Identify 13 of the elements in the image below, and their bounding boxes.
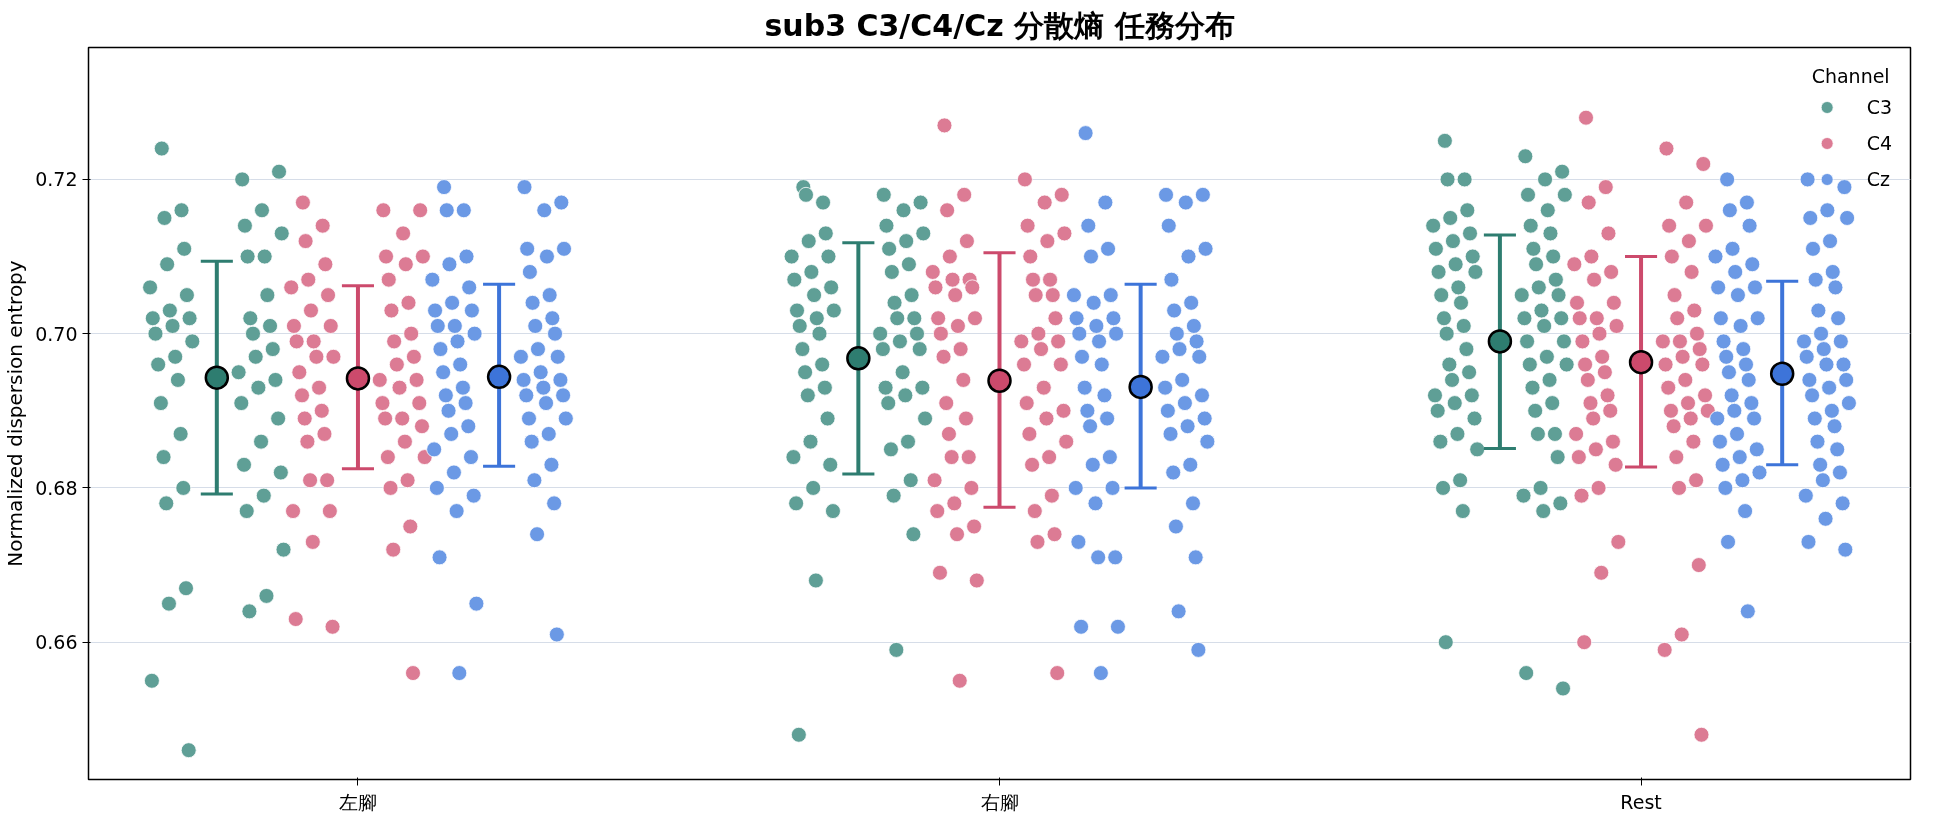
y-tick-label: 0.72 xyxy=(35,168,78,191)
legend-label: C4 xyxy=(1866,132,1892,154)
legend-label: C3 xyxy=(1866,96,1892,118)
chart-title: sub3 C3/C4/Cz 分散熵 任務分布 xyxy=(764,7,1235,43)
legend-title: Channel xyxy=(1811,65,1891,87)
x-tick-label: 右腳 xyxy=(980,790,1019,813)
y-tick-label: 0.66 xyxy=(35,631,78,654)
x-tick-label: Rest xyxy=(1620,790,1662,813)
y-axis-title: Normalized dispersion entropy xyxy=(3,260,28,567)
legend-label: Cz xyxy=(1866,168,1890,190)
x-tick-label: 左腳 xyxy=(338,790,377,813)
y-tick-label: 0.70 xyxy=(35,322,78,345)
y-tick-label: 0.68 xyxy=(35,476,78,499)
